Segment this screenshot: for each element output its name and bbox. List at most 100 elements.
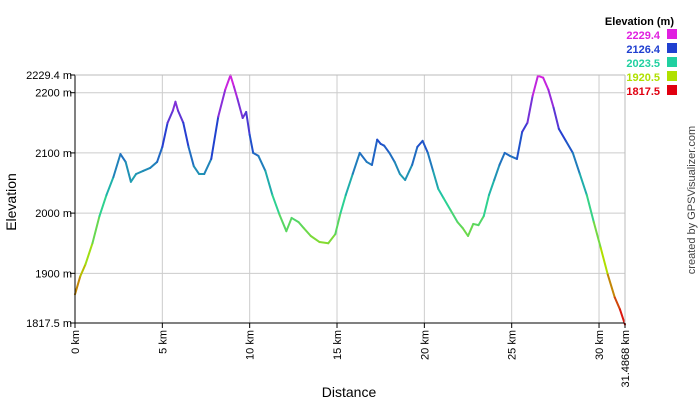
elevation-line-segment	[79, 263, 87, 278]
elevation-line-segment	[290, 216, 300, 224]
elevation-line-segment	[456, 221, 464, 230]
x-tick-label: 25 km	[507, 330, 519, 360]
x-tick-label: 5 km	[157, 330, 169, 354]
elevation-line-segment	[74, 275, 82, 296]
elevation-line-segment	[224, 74, 232, 91]
elevation-line-segment	[327, 233, 337, 245]
legend-entry-label: 2229.4	[626, 30, 661, 42]
elevation-line-segment	[351, 151, 361, 175]
elevation-line-segment	[618, 308, 626, 326]
elevation-line-segment	[592, 221, 602, 250]
elevation-line-segment	[442, 197, 452, 212]
x-axis-tick-labels: 0 km 5 km 10 km 15 km 20 km 25 km 30 km 31.4868…	[70, 330, 632, 387]
legend-title: Elevation (m)	[605, 16, 674, 28]
x-tick-label: 10 km	[245, 330, 257, 360]
y-tick-label: 1817.5 m	[26, 318, 72, 330]
elevation-line-segment	[467, 222, 475, 237]
elevation-line-segment	[98, 194, 108, 218]
elevation-line-segment	[232, 85, 239, 100]
y-axis-label: Elevation	[3, 173, 19, 231]
elevation-line-segment	[248, 133, 255, 154]
elevation-line-segment	[278, 213, 288, 233]
x-tick-label: 0 km	[70, 330, 82, 354]
x-tick-label: 30 km	[594, 330, 606, 360]
elevation-line-segment	[177, 109, 185, 124]
elevation-line-segment	[461, 227, 470, 237]
elevation-line-segment	[161, 121, 169, 148]
elevation-line-segment	[432, 169, 440, 191]
elevation-line-segment	[174, 100, 180, 112]
grid-lines	[75, 75, 625, 323]
y-axis-tick-labels: 1817.5 m 1900 m 2000 m 2100 m 2200 m 2229.4 m	[26, 70, 72, 330]
x-axis-label: Distance	[322, 384, 377, 400]
elevation-line-segment	[531, 74, 539, 97]
elevation-line-segment	[297, 221, 305, 230]
elevation-line-segment	[526, 94, 534, 124]
elevation-line-segment	[112, 153, 122, 178]
elevation-line-segment	[547, 88, 555, 109]
elevation-line-segment	[613, 296, 621, 311]
legend-color-swatch	[667, 85, 677, 95]
elevation-line-segment	[578, 172, 588, 197]
elevation-line-segment	[585, 194, 595, 224]
y-tick-label: 2200 m	[35, 88, 72, 100]
elevation-line-segment	[398, 172, 407, 182]
elevation-line-segment	[498, 151, 506, 166]
elevation-line-segment	[229, 74, 235, 88]
x-tick-label: 20 km	[419, 330, 431, 360]
elevation-line-segment	[344, 172, 354, 197]
x-tick-label: 15 km	[332, 330, 344, 360]
elevation-line-segment	[503, 151, 511, 157]
legend: Elevation (m) 2229.4 2126.4 2023.5 1920.5 18…	[605, 16, 677, 98]
elevation-line-segment	[119, 153, 127, 163]
elevation-line-segment	[426, 151, 435, 172]
elevation-line-segment	[166, 109, 174, 124]
elevation-line-segment	[318, 241, 330, 245]
legend-color-swatch	[667, 29, 677, 39]
elevation-line-segment	[302, 227, 312, 237]
elevation-line-segment	[285, 216, 293, 233]
legend-entry-label: 2126.4	[626, 44, 661, 56]
elevation-profile-line	[74, 74, 626, 326]
elevation-line-segment	[606, 273, 616, 299]
elevation-line-segment	[370, 138, 379, 166]
elevation-line-segment	[437, 188, 445, 200]
legend-color-swatch	[667, 57, 677, 67]
elevation-line-segment	[236, 97, 244, 119]
elevation-line-segment	[421, 139, 429, 154]
legend-entries: 2229.4 2126.4 2023.5 1920.5 1817.5	[626, 29, 677, 98]
elevation-line-segment	[542, 76, 550, 91]
y-tick-label: 2100 m	[35, 148, 72, 160]
elevation-line-segment	[358, 151, 368, 163]
elevation-line-segment	[339, 194, 347, 215]
elevation-line-segment	[557, 127, 567, 142]
elevation-line-segment	[388, 151, 396, 163]
legend-entry-label: 1920.5	[626, 72, 660, 84]
elevation-line-segment	[493, 163, 501, 182]
elevation-line-segment	[84, 242, 94, 266]
elevation-line-segment	[487, 179, 496, 197]
elevation-line-segment	[449, 209, 459, 224]
x-tick-label: 31.4868 km	[620, 330, 632, 387]
elevation-line-segment	[124, 160, 132, 183]
elevation-line-segment	[91, 215, 101, 245]
elevation-line-segment	[515, 130, 524, 160]
elevation-line-segment	[217, 88, 227, 118]
elevation-line-segment	[271, 194, 281, 216]
elevation-line-segment	[508, 154, 518, 160]
y-tick-label: 1900 m	[35, 268, 72, 280]
elevation-line-segment	[383, 144, 391, 154]
elevation-line-segment	[257, 154, 267, 172]
elevation-line-segment	[210, 115, 220, 160]
elevation-line-segment	[192, 165, 201, 175]
legend-entry-label: 2023.5	[626, 58, 660, 70]
elevation-line-segment	[156, 145, 164, 163]
elevation-line-segment	[393, 160, 401, 175]
elevation-line-segment	[564, 139, 574, 154]
elevation-line-segment	[309, 234, 321, 244]
legend-entry-label: 1817.5	[626, 86, 660, 98]
elevation-line-segment	[142, 166, 152, 172]
legend-color-swatch	[667, 43, 677, 53]
elevation-line-segment	[552, 106, 560, 130]
